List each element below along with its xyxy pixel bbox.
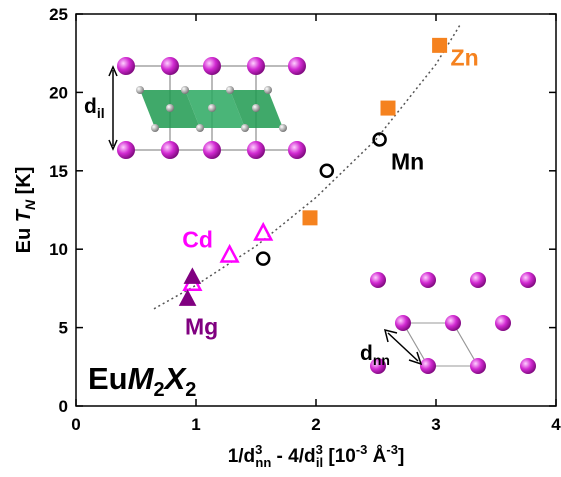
point: [433, 38, 447, 52]
d-nn-label: dnn: [360, 342, 390, 368]
series-label: Zn: [451, 44, 479, 70]
y-tick-label: 5: [59, 319, 68, 338]
y-axis-label: Eu TN [K]: [13, 167, 38, 254]
series-label: Mn: [391, 148, 424, 174]
point: [184, 268, 200, 283]
point: [222, 246, 238, 261]
y-tick-label: 25: [49, 5, 68, 24]
d-il-label: dil: [84, 95, 105, 121]
point: [303, 211, 317, 225]
layer-inset: [370, 272, 536, 374]
point: [180, 290, 196, 305]
x-tick-label: 4: [551, 415, 561, 434]
x-tick-label: 0: [71, 415, 80, 434]
y-tick-label: 20: [49, 83, 68, 102]
x-tick-label: 1: [191, 415, 200, 434]
point: [321, 165, 333, 177]
compound-label: EuM2X2: [88, 361, 196, 401]
series-label: Cd: [182, 226, 213, 252]
point: [255, 225, 271, 240]
plot-frame: [76, 14, 556, 406]
y-tick-label: 0: [59, 397, 68, 416]
chart: dil dnn EuM2X2 1/d3nn - 4/d3il [10-3 Å-3…: [0, 0, 561, 472]
point: [381, 101, 395, 115]
x-tick-label: 3: [431, 415, 440, 434]
point: [257, 253, 269, 265]
y-tick-label: 15: [49, 162, 68, 181]
y-tick-label: 10: [49, 240, 68, 259]
structure-inset: [109, 57, 306, 159]
x-tick-label: 2: [311, 415, 320, 434]
series-label: Mg: [185, 313, 218, 339]
